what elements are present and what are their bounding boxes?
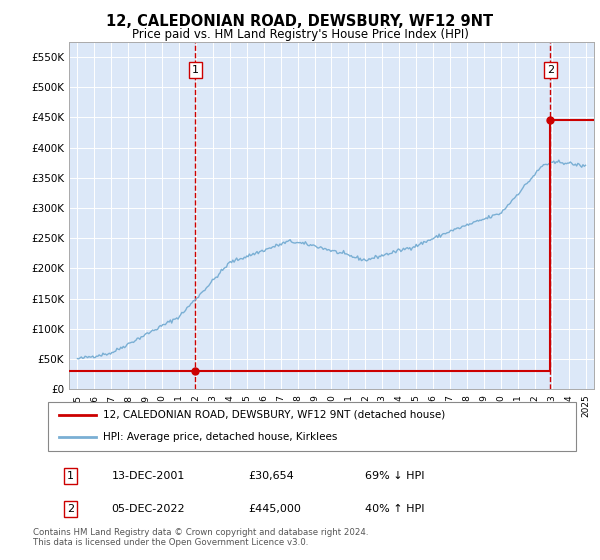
Text: 69% ↓ HPI: 69% ↓ HPI <box>365 471 424 481</box>
Text: Price paid vs. HM Land Registry's House Price Index (HPI): Price paid vs. HM Land Registry's House … <box>131 28 469 41</box>
FancyBboxPatch shape <box>48 402 576 451</box>
Text: 12, CALEDONIAN ROAD, DEWSBURY, WF12 9NT (detached house): 12, CALEDONIAN ROAD, DEWSBURY, WF12 9NT … <box>103 410 446 420</box>
Text: 1: 1 <box>192 65 199 75</box>
Text: 40% ↑ HPI: 40% ↑ HPI <box>365 504 424 514</box>
Text: 2: 2 <box>67 504 74 514</box>
Text: 13-DEC-2001: 13-DEC-2001 <box>112 471 185 481</box>
Text: 1: 1 <box>67 471 74 481</box>
Text: 12, CALEDONIAN ROAD, DEWSBURY, WF12 9NT: 12, CALEDONIAN ROAD, DEWSBURY, WF12 9NT <box>106 14 494 29</box>
Text: Contains HM Land Registry data © Crown copyright and database right 2024.
This d: Contains HM Land Registry data © Crown c… <box>33 528 368 547</box>
Text: 2: 2 <box>547 65 554 75</box>
Text: 05-DEC-2022: 05-DEC-2022 <box>112 504 185 514</box>
Text: HPI: Average price, detached house, Kirklees: HPI: Average price, detached house, Kirk… <box>103 432 338 442</box>
Text: £30,654: £30,654 <box>248 471 295 481</box>
Text: £445,000: £445,000 <box>248 504 302 514</box>
